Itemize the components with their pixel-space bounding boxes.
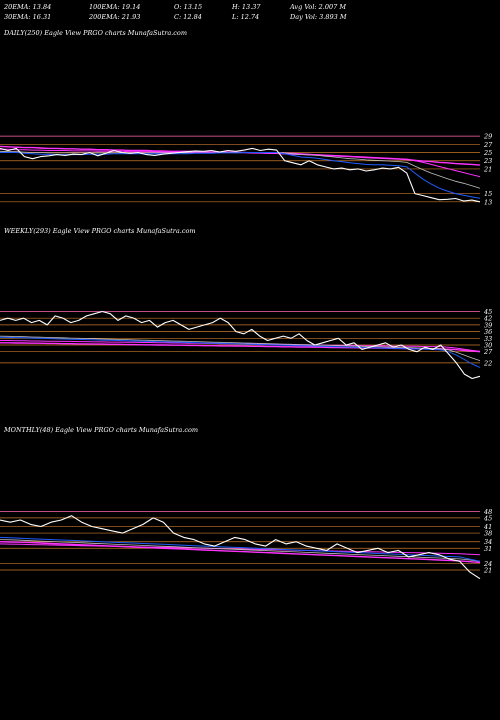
y-tick-label: 45	[483, 308, 492, 316]
y-tick-label: 36	[484, 328, 492, 336]
y-tick-label: 38	[484, 530, 492, 538]
ema-mid-line	[0, 539, 481, 562]
ema100-label: 100EMA: 19.14	[89, 3, 141, 11]
y-tick-label: 21	[483, 165, 492, 173]
ema200-label: 200EMA: 21.93	[89, 13, 141, 21]
open-label: O: 13.15	[174, 3, 203, 11]
ema-mid-line	[0, 335, 481, 361]
y-tick-label: 34	[484, 538, 492, 546]
y-tick-label: 29	[483, 133, 492, 141]
y-tick-label: 23	[483, 157, 492, 165]
ema-short-line	[0, 336, 481, 368]
daily-chart-title: DAILY(250) Eagle View PRGO charts Munafa…	[4, 29, 187, 37]
day-vol-label: Day Vol: 3.893 M	[290, 13, 347, 21]
y-tick-label: 21	[483, 566, 492, 574]
y-tick-label: 41	[483, 523, 492, 531]
close-label: C: 12.84	[174, 13, 202, 21]
ema30-label: 30EMA: 16.31	[4, 13, 52, 21]
y-tick-label: 48	[483, 508, 492, 516]
y-tick-label: 24	[483, 560, 492, 568]
ema20-label: 20EMA: 13.84	[4, 3, 52, 11]
ema-short-line	[0, 536, 481, 562]
ema-longest-line	[0, 541, 481, 564]
header-row-2: 30EMA: 16.31 200EMA: 21.93 C: 12.84 L: 1…	[4, 13, 347, 61]
ema-mid-line	[0, 150, 481, 189]
y-tick-label: 27	[483, 348, 493, 356]
weekly-chart-title: WEEKLY(293) Eagle View PRGO charts Munaf…	[4, 227, 196, 235]
y-tick-label: 45	[483, 514, 492, 522]
low-label: L: 12.74	[232, 13, 260, 21]
high-label: H: 13.37	[232, 3, 261, 11]
y-tick-label: 22	[483, 359, 492, 367]
y-tick-label: 39	[484, 321, 492, 329]
y-tick-label: 13	[484, 198, 492, 206]
y-tick-label: 42	[483, 315, 492, 323]
price-line	[0, 515, 481, 580]
header-row-1: 20EMA: 13.84 100EMA: 19.14 O: 13.15 H: 1…	[4, 3, 346, 51]
ema-long-line	[0, 543, 481, 556]
avg-vol-label: Avg Vol: 2.007 M	[290, 3, 347, 11]
monthly-chart-title: MONTHLY(48) Eagle View PRGO charts Munaf…	[4, 426, 199, 434]
y-tick-label: 33	[484, 335, 492, 343]
y-tick-label: 31	[484, 545, 492, 553]
price-line	[0, 310, 481, 380]
y-tick-label: 27	[483, 141, 493, 149]
y-tick-label: 30	[484, 342, 492, 350]
y-tick-label: 25	[483, 149, 492, 157]
ema-longest-line	[0, 145, 481, 166]
y-tick-label: 15	[484, 190, 492, 198]
price-line	[0, 147, 481, 203]
